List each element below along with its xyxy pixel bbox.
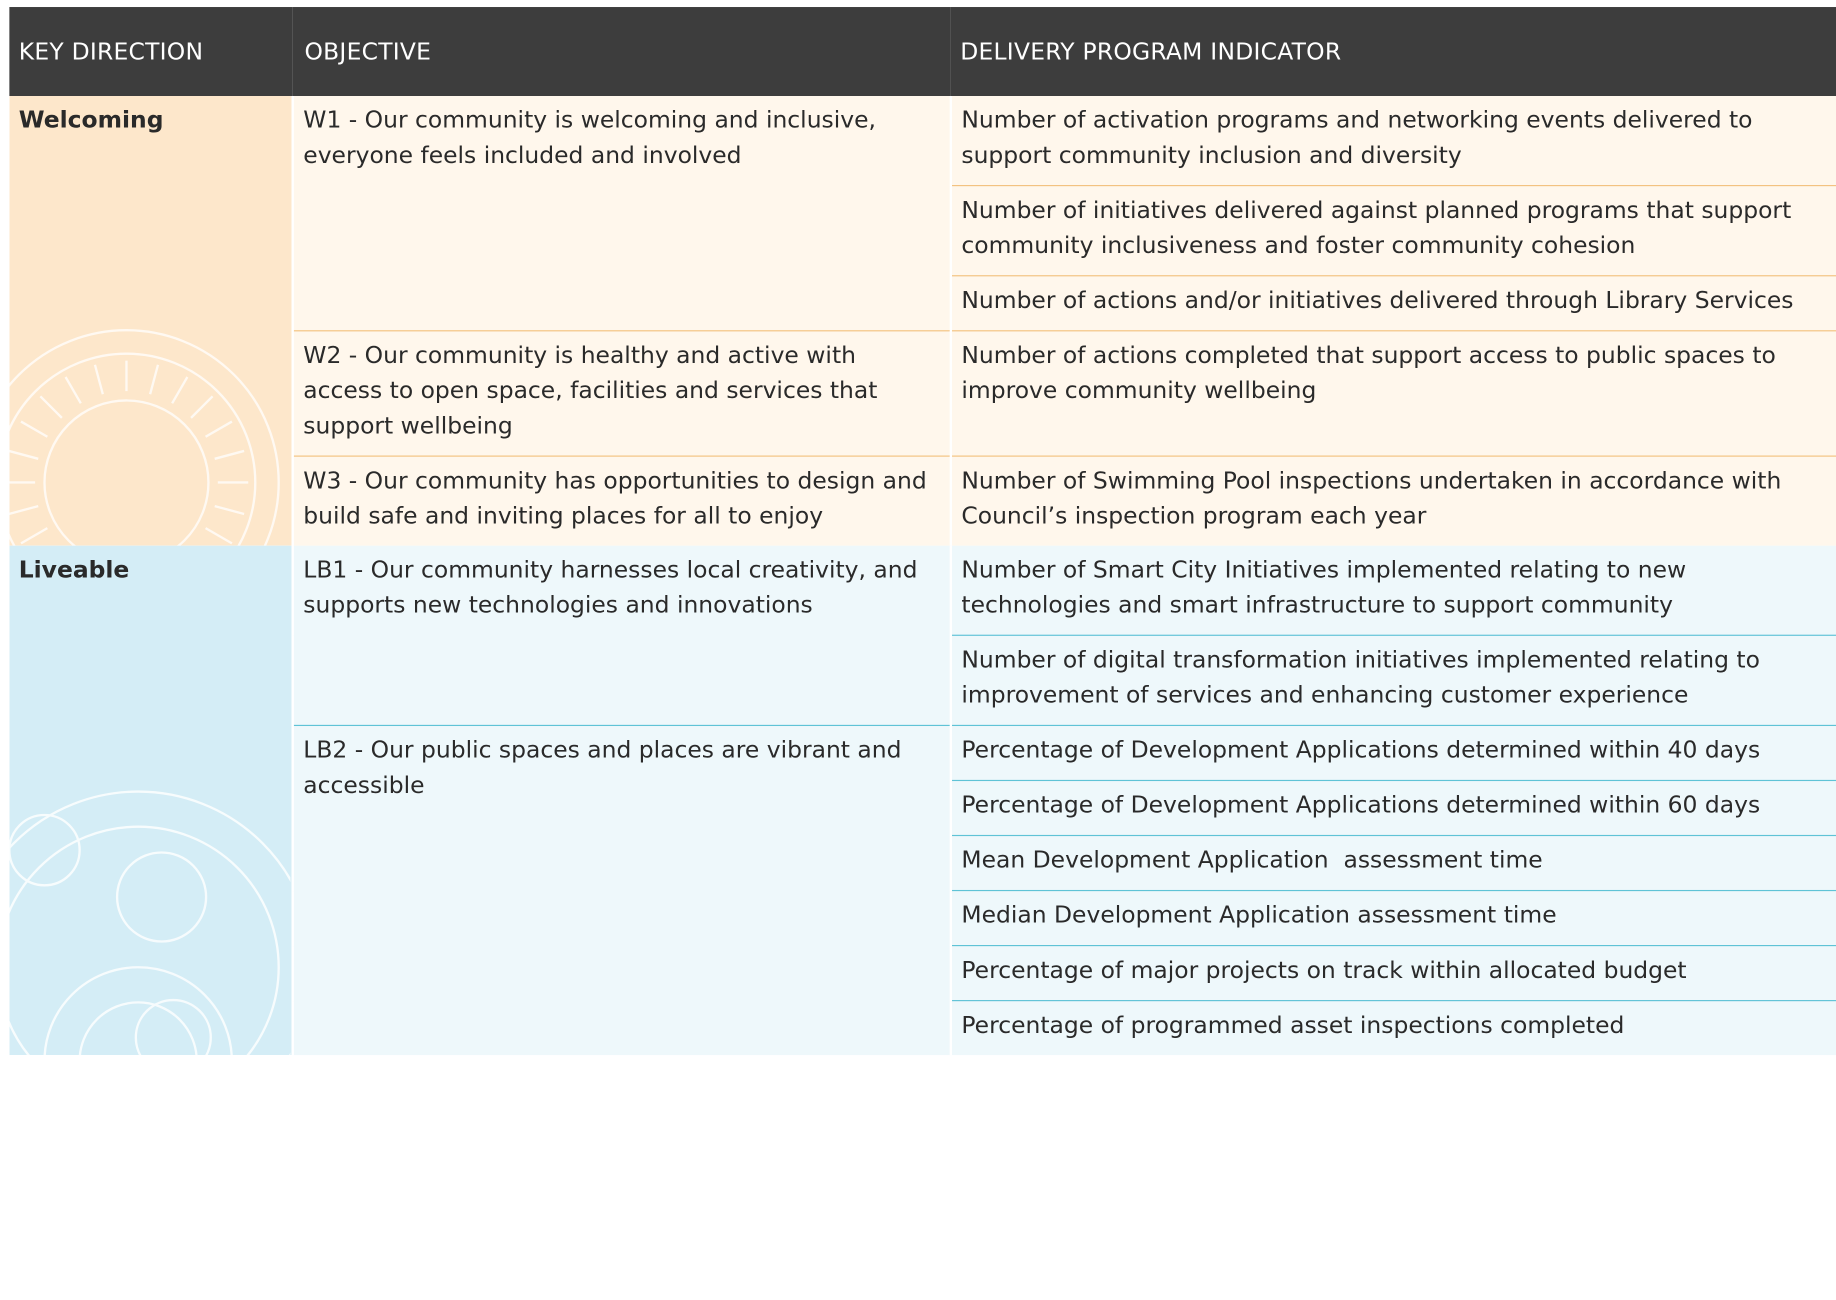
indicator: Mean Development Application assessment …: [949, 834, 1836, 891]
objective: LB2 - Our public spaces and places are v…: [291, 724, 951, 1056]
indicator: Number of initiatives delivered against …: [949, 185, 1836, 276]
table-row: Number of initiatives delivered against …: [9, 185, 1836, 276]
indicator: Percentage of Development Applications d…: [949, 724, 1836, 781]
objective: W3 - Our community has opportunities to …: [291, 455, 951, 546]
column-header: KEY DIRECTION: [9, 7, 293, 97]
table-row: Percentage of programmed asset inspectio…: [9, 1000, 1836, 1056]
indicator: Number of activation programs and networ…: [949, 96, 1836, 186]
table-row: W2 - Our community is healthy and active…: [9, 330, 1836, 457]
key-direction: Welcoming: [9, 96, 293, 546]
indicator: Median Development Application assessmen…: [949, 889, 1836, 946]
indicator: Number of Smart City Initiatives impleme…: [949, 545, 1836, 636]
header-row: KEY DIRECTION OBJECTIVE DELIVERY PROGRAM…: [9, 7, 1836, 97]
indicator-table: KEY DIRECTION OBJECTIVE DELIVERY PROGRAM…: [9, 7, 1836, 1056]
table-row: Percentage of major projects on track wi…: [9, 944, 1836, 1001]
indicator: Number of Swimming Pool inspections unde…: [949, 455, 1836, 546]
table-row: Mean Development Application assessment …: [9, 834, 1836, 891]
table-row: Welcoming W1 - Our community is welcoming…: [9, 96, 1836, 546]
indicator: Number of actions and/or initiatives del…: [949, 275, 1836, 331]
table-row: Liveable LB1 - Our community harnesses lo…: [9, 545, 1836, 1056]
table-row: Number of digital transformation initiat…: [9, 634, 1836, 726]
indicator: Number of digital transformation initiat…: [949, 634, 1836, 726]
table-row: Percentage of Development Applications d…: [9, 779, 1836, 836]
objective: LB1 - Our community harnesses local crea…: [291, 545, 951, 726]
table-row: LB2 - Our public spaces and places are v…: [9, 724, 1836, 1056]
table-row: Median Development Application assessmen…: [9, 889, 1836, 946]
key-direction: Liveable: [9, 545, 293, 1056]
objective: W1 - Our community is welcoming and incl…: [291, 96, 951, 331]
indicator: Number of actions completed that support…: [949, 330, 1836, 457]
table-row: W3 - Our community has opportunities to …: [9, 455, 1836, 546]
indicator: Percentage of Development Applications d…: [949, 779, 1836, 836]
column-header: DELIVERY PROGRAM INDICATOR: [950, 7, 1836, 97]
table-row: Number of actions and/or initiatives del…: [9, 275, 1836, 331]
indicator: Percentage of programmed asset inspectio…: [949, 1000, 1836, 1056]
indicator: Percentage of major projects on track wi…: [949, 944, 1836, 1001]
objective: W2 - Our community is healthy and active…: [291, 330, 951, 457]
column-header: OBJECTIVE: [292, 7, 951, 97]
